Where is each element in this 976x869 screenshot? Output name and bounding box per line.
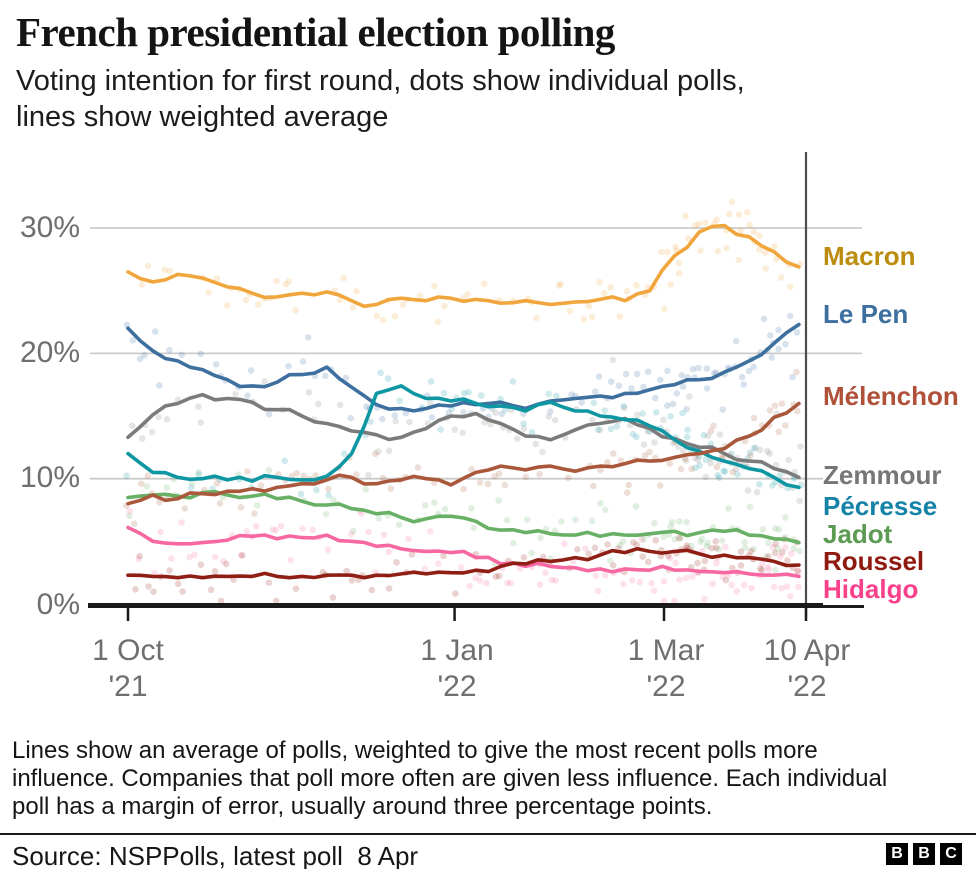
y-axis-label-30: 30% xyxy=(19,211,80,244)
x-label-year: '22 xyxy=(646,670,686,703)
x-label-date: 10 Apr xyxy=(763,634,851,667)
page-subtitle: Voting intention for first round, dots s… xyxy=(16,63,745,135)
x-axis-label-apr: 10 Apr '22 xyxy=(732,633,882,705)
series-label-zemmour: Zemmour xyxy=(823,458,945,491)
methodology-note: Lines show an average of polls, weighted… xyxy=(12,737,887,821)
note-line-3: poll has a margin of error, usually arou… xyxy=(12,793,713,820)
series-label-pecresse: Pécresse xyxy=(823,490,941,523)
series-label-hidalgo: Hidalgo xyxy=(823,572,922,605)
subtitle-line-2: lines show weighted average xyxy=(16,101,389,133)
source-credit: Source: NSPPolls, latest poll 8 Apr xyxy=(12,841,419,869)
x-label-year: '22 xyxy=(787,670,827,703)
y-axis-label-10: 10% xyxy=(19,461,80,494)
bbc-logo-block-b1: B xyxy=(886,843,908,865)
note-line-1: Lines show an average of polls, weighted… xyxy=(12,737,818,764)
page-title: French presidential election polling xyxy=(16,9,615,55)
x-axis-label-oct: 1 Oct '21 xyxy=(53,633,203,705)
series-label-melenchon: Mélenchon xyxy=(823,379,962,412)
footer-divider xyxy=(0,833,976,835)
x-label-date: 1 Oct xyxy=(92,634,164,667)
series-label-macron: Macron xyxy=(823,239,919,272)
x-label-year: '21 xyxy=(108,670,148,703)
y-axis-label-20: 20% xyxy=(19,336,80,369)
series-label-jadot: Jadot xyxy=(823,517,896,550)
polling-line-chart xyxy=(88,152,864,621)
x-axis-label-mar: 1 Mar '22 xyxy=(591,633,741,705)
note-line-2: influence. Companies that poll more ofte… xyxy=(12,765,888,792)
y-axis-label-0: 0% xyxy=(36,588,80,621)
bbc-logo-block-b2: B xyxy=(913,843,935,865)
series-label-roussel: Roussel xyxy=(823,545,928,578)
x-label-year: '22 xyxy=(437,670,477,703)
bbc-logo-block-c: C xyxy=(940,843,962,865)
series-label-lepen: Le Pen xyxy=(823,298,912,331)
subtitle-line-1: Voting intention for first round, dots s… xyxy=(16,65,745,97)
bbc-logo: B B C xyxy=(886,843,962,865)
x-label-date: 1 Jan xyxy=(420,634,494,667)
x-axis-label-jan: 1 Jan '22 xyxy=(382,633,532,705)
x-label-date: 1 Mar xyxy=(627,634,705,667)
